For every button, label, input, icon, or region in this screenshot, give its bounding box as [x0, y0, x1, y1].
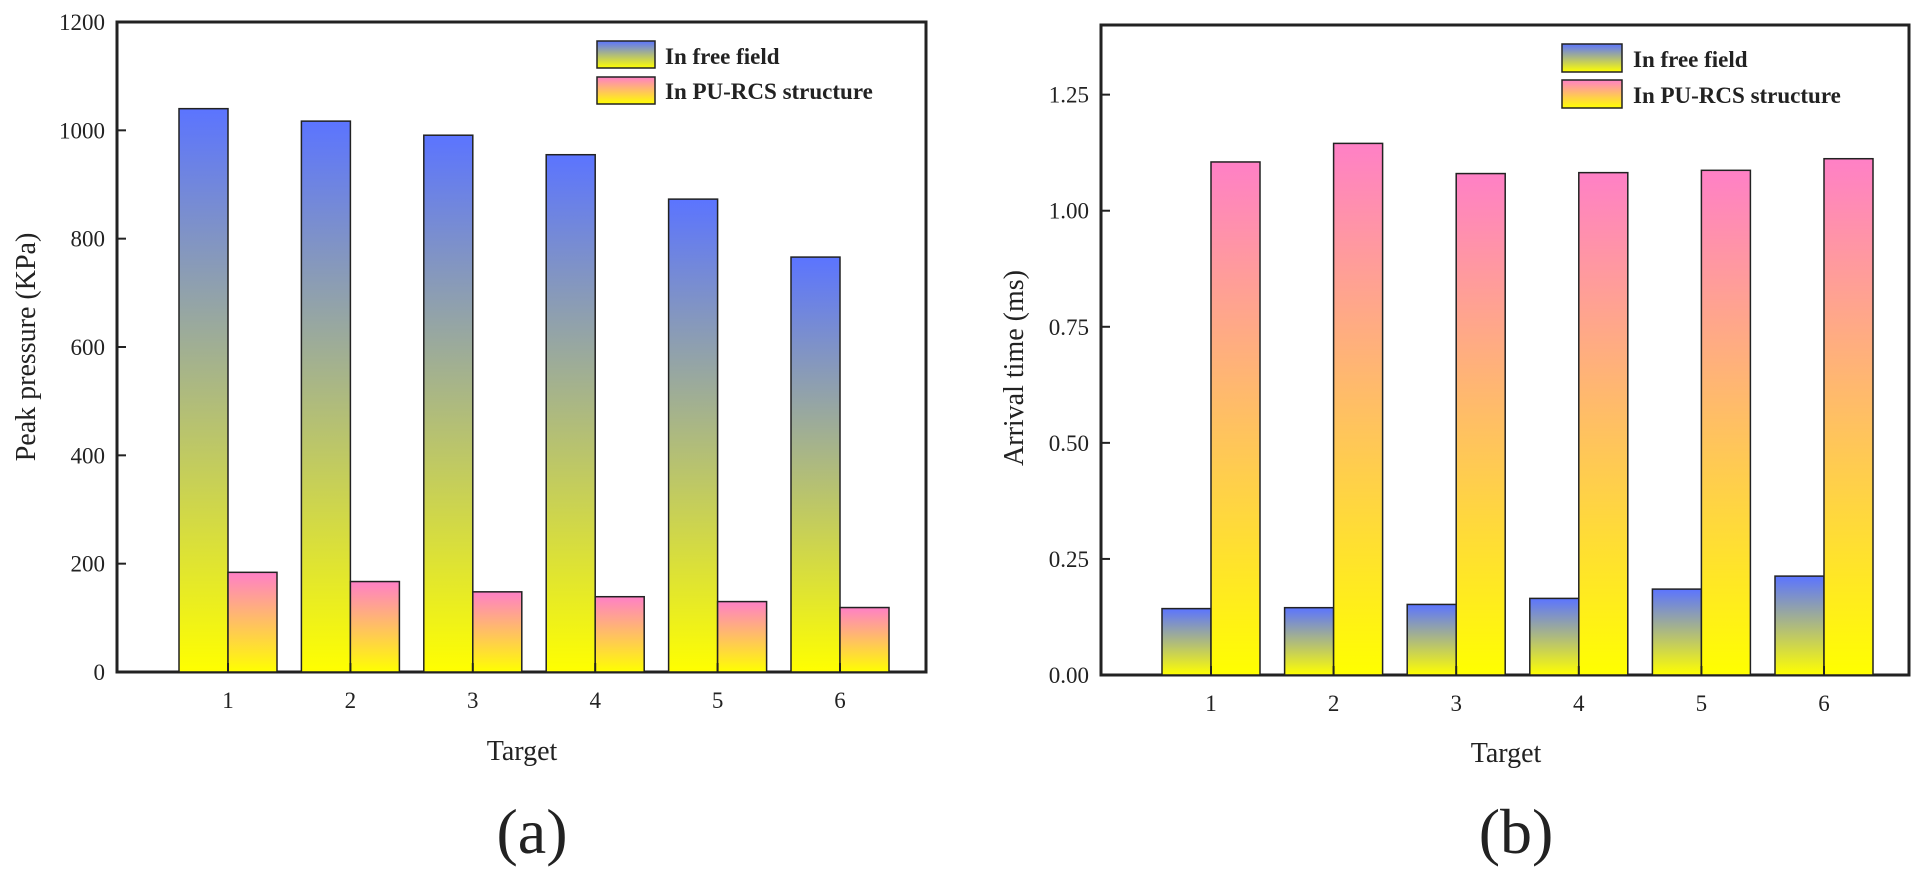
bar-b-pu-rcs-6: [1823, 157, 1874, 676]
bar-b-pu-rcs-4: [1578, 171, 1629, 676]
bar-a-pu-rcs-5: [716, 600, 768, 673]
ytick-label-b-1: 0.25: [1049, 547, 1089, 572]
ytick-label-b-5: 1.25: [1049, 83, 1089, 108]
legend-b-swatch-pu-rcs: [1561, 79, 1623, 109]
bar-b-free-field-4: [1529, 597, 1580, 676]
chart-b-ylabel: Arrival time (ms): [999, 270, 1030, 466]
chart-a-legend: In free field In PU-RCS structure: [596, 40, 873, 105]
chart-b: 0.00 0.25 0.50 0.75 1.00 1.25 1 2 3 4 5 6 Arrival t…: [999, 23, 1911, 867]
xtick-label-b-2: 2: [1328, 691, 1340, 716]
bar-a-pu-rcs-4: [594, 595, 645, 673]
chart-b-legend: In free field In PU-RCS structure: [1561, 43, 1841, 109]
bar-a-free-field-3: [423, 134, 474, 673]
ytick-label-a-3: 600: [71, 335, 106, 360]
panel-label-a: (a): [496, 796, 567, 867]
bar-b-pu-rcs-5: [1700, 169, 1752, 676]
legend-b-label-pu-rcs: In PU-RCS structure: [1633, 83, 1841, 108]
ytick-label-a-1: 200: [71, 552, 106, 577]
xtick-label-a-3: 3: [467, 688, 479, 713]
bar-a-free-field-1: [178, 107, 229, 673]
ytick-label-b-2: 0.50: [1049, 431, 1089, 456]
chart-a-ticks: 0 200 400 600 800 1000 1200 1 2 3 4 5 6: [59, 10, 846, 713]
xtick-label-a-5: 5: [712, 688, 724, 713]
bar-b-pu-rcs-3: [1455, 172, 1506, 676]
xtick-label-b-4: 4: [1573, 691, 1585, 716]
chart-b-bars: [1161, 142, 1874, 676]
bar-b-free-field-6: [1774, 575, 1825, 676]
xtick-label-a-1: 1: [222, 688, 234, 713]
bar-b-free-field-1: [1161, 607, 1212, 676]
legend-b-swatch-free-field: [1561, 43, 1623, 73]
bar-b-free-field-3: [1406, 603, 1457, 676]
legend-b-label-free-field: In free field: [1633, 47, 1748, 72]
ytick-label-a-2: 400: [71, 443, 106, 468]
bar-a-pu-rcs-6: [839, 606, 890, 673]
xtick-label-b-5: 5: [1696, 691, 1708, 716]
bar-a-pu-rcs-3: [472, 591, 523, 673]
ytick-label-b-0: 0.00: [1049, 663, 1089, 688]
bar-a-free-field-5: [667, 198, 719, 673]
chart-a-ylabel: Peak pressure (KPa): [11, 233, 42, 462]
chart-b-xlabel: Target: [1471, 738, 1542, 769]
legend-a-label-pu-rcs: In PU-RCS structure: [665, 79, 873, 104]
panel-label-b: (b): [1479, 796, 1554, 867]
xtick-label-a-4: 4: [589, 688, 601, 713]
bar-a-pu-rcs-1: [227, 571, 278, 673]
bar-b-pu-rcs-2: [1332, 142, 1384, 676]
chart-b-ticks: 0.00 0.25 0.50 0.75 1.00 1.25 1 2 3 4 5 6: [1049, 83, 1830, 716]
xtick-label-b-3: 3: [1450, 691, 1462, 716]
bar-a-pu-rcs-2: [349, 580, 401, 673]
bar-a-free-field-4: [545, 153, 596, 673]
ytick-label-a-6: 1200: [59, 10, 105, 35]
bar-a-free-field-2: [300, 120, 352, 673]
xtick-label-b-6: 6: [1818, 691, 1830, 716]
ytick-label-a-0: 0: [94, 660, 106, 685]
legend-a-swatch-pu-rcs: [596, 76, 656, 105]
legend-a-swatch-free-field: [596, 40, 656, 69]
bar-a-free-field-6: [790, 256, 841, 673]
xtick-label-a-2: 2: [345, 688, 357, 713]
legend-a-label-free-field: In free field: [665, 44, 780, 69]
chart-a-xlabel: Target: [487, 736, 558, 767]
chart-a-bars: [178, 107, 890, 673]
chart-a: 0 200 400 600 800 1000 1200 1 2 3 4 5 6 Peak pressur…: [11, 10, 928, 867]
bar-b-free-field-2: [1283, 606, 1335, 676]
ytick-label-b-4: 1.00: [1049, 199, 1089, 224]
ytick-label-a-4: 800: [71, 227, 106, 252]
xtick-label-b-1: 1: [1205, 691, 1217, 716]
xtick-label-a-6: 6: [834, 688, 846, 713]
bar-b-pu-rcs-1: [1210, 161, 1261, 676]
ytick-label-a-5: 1000: [59, 118, 105, 143]
bar-b-free-field-5: [1651, 588, 1703, 676]
ytick-label-b-3: 0.75: [1049, 315, 1089, 340]
